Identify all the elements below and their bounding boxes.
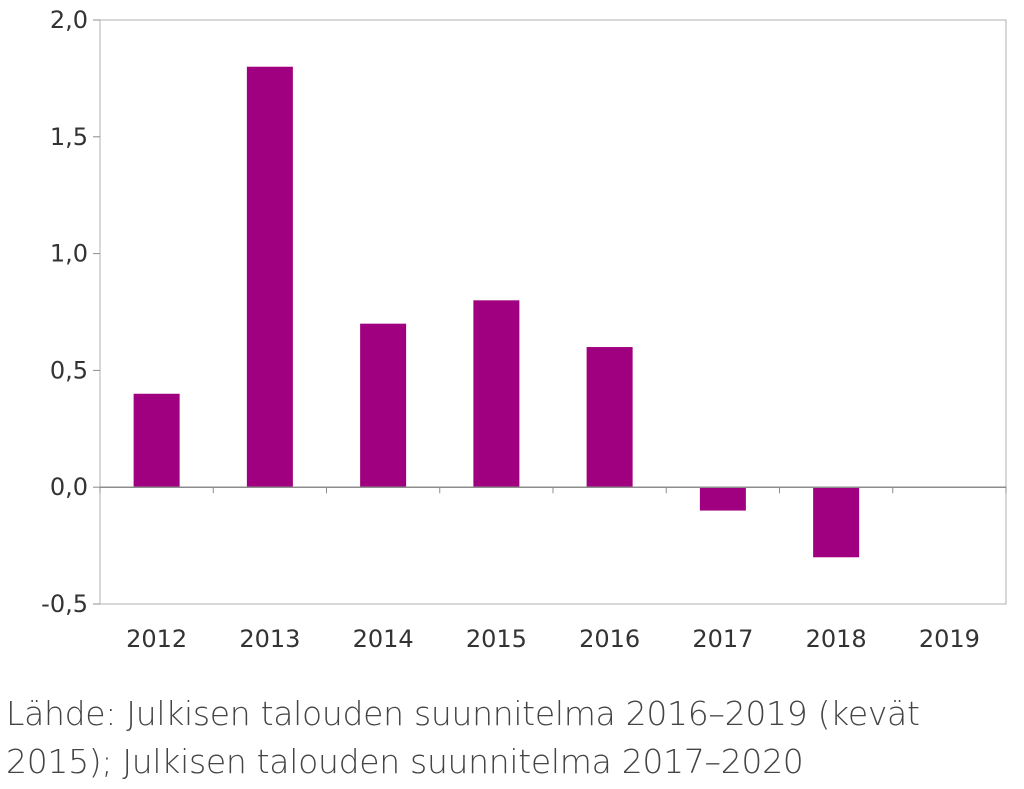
bar-2017 (699, 487, 746, 511)
x-tick-label-2012: 2012 (126, 625, 187, 653)
y-tick-label: 0,0 (50, 473, 88, 501)
x-tick-label-2016: 2016 (579, 625, 640, 653)
bar-2016 (586, 347, 633, 488)
x-tick-label-2019: 2019 (919, 625, 980, 653)
bar-2013 (246, 66, 293, 488)
x-axis: 2012 2013 2014 2015 2016 2017 2018 2019 (99, 487, 1007, 653)
x-tick-label-2015: 2015 (466, 625, 527, 653)
x-tick-label-2014: 2014 (353, 625, 414, 653)
y-tick-label: -0,5 (41, 590, 88, 618)
y-axis: 2,0 1,5 1,0 0,5 0,0 -0,5 (41, 6, 100, 618)
y-tick-label: 0,5 (50, 356, 88, 384)
y-tick-label: 1,0 (50, 240, 88, 268)
plot-area (99, 19, 1007, 605)
bar-2018 (813, 487, 860, 558)
x-tick-label-2018: 2018 (806, 625, 867, 653)
bar-2015 (473, 300, 520, 488)
source-note: Lähde: Julkisen talouden suunnitelma 201… (6, 694, 920, 781)
bars (133, 66, 860, 558)
y-tick-label: 2,0 (50, 6, 88, 34)
x-tick-label-2017: 2017 (692, 625, 753, 653)
bar-2014 (360, 323, 407, 488)
x-tick-label-2013: 2013 (239, 625, 300, 653)
bar-chart: 2,0 1,5 1,0 0,5 0,0 -0,5 2012 2013 2014 2015 2016… (41, 6, 1007, 653)
bar-2012 (133, 393, 180, 488)
y-tick-label: 1,5 (50, 123, 88, 151)
